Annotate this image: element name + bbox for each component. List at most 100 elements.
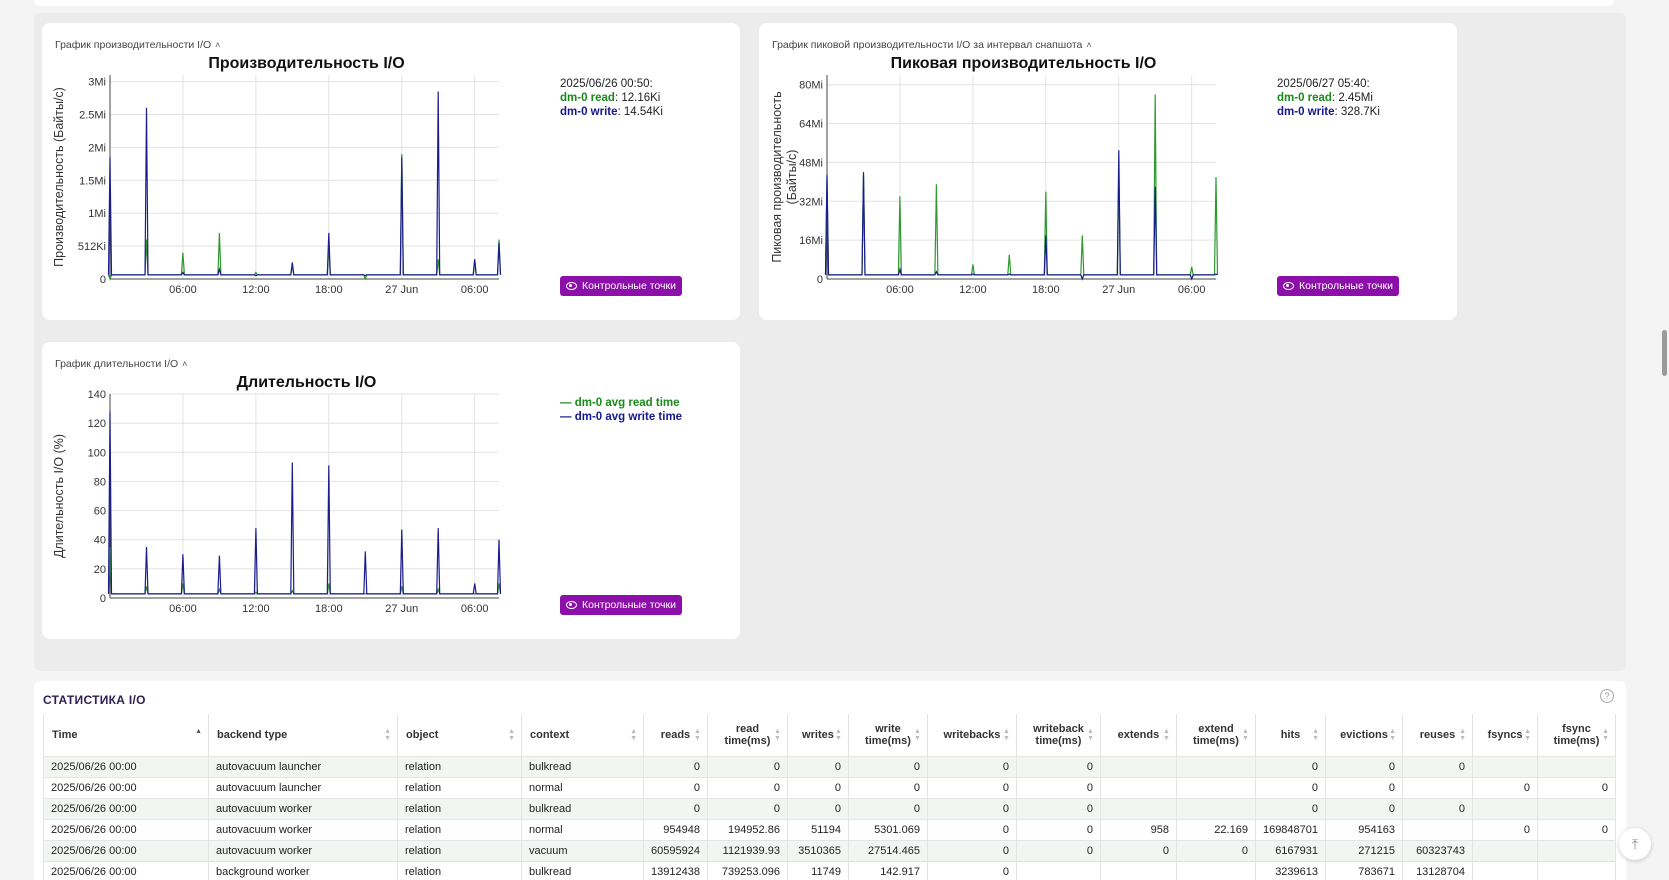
- table-cell: bulkread: [521, 797, 644, 820]
- table-cell: [1472, 839, 1539, 862]
- sort-icon: ▲ ▼: [1389, 727, 1397, 742]
- table-cell: bulkread: [521, 755, 644, 778]
- legend-value-read: : 2.45Mi: [1331, 92, 1373, 104]
- io-peak-toggle[interactable]: График пиковой производительности I/O за…: [772, 39, 1092, 51]
- table-cell: 27514.465: [847, 839, 928, 862]
- column-header[interactable]: Time ▲: [43, 714, 209, 757]
- column-header-label: hits: [1280, 728, 1301, 741]
- column-header[interactable]: writeback time(ms) ▲ ▼: [1015, 714, 1101, 757]
- io-stats-panel: СТАТИСТИКА I/O ? Time ▲ backend type ▲ ▼ obj…: [34, 681, 1626, 880]
- y-tick-label: 0: [100, 593, 106, 605]
- table-row: 2025/06/26 00:00 autovacuum launcher relat…: [43, 776, 1617, 799]
- column-header[interactable]: reads ▲ ▼: [643, 714, 708, 757]
- table-cell: 0: [1472, 776, 1539, 799]
- chart-title: Производительность I/O: [208, 55, 404, 72]
- series-line-read: [107, 546, 502, 595]
- table-cell: autovacuum worker: [208, 797, 398, 820]
- table-cell: [1402, 776, 1474, 799]
- table-cell: 194952.86: [706, 818, 788, 841]
- column-header[interactable]: backend type ▲ ▼: [208, 714, 398, 757]
- x-tick-label: 06:00: [1178, 284, 1206, 296]
- table-cell: 13912438: [643, 860, 708, 880]
- table-cell: 0: [1015, 755, 1101, 778]
- chart-title: Пиковая производительность I/O: [891, 55, 1157, 72]
- x-tick-label: 18:00: [315, 284, 343, 296]
- column-header[interactable]: object ▲ ▼: [397, 714, 522, 757]
- table-cell: [1537, 839, 1617, 862]
- column-header[interactable]: extends ▲ ▼: [1099, 714, 1177, 757]
- column-header[interactable]: write time(ms) ▲ ▼: [847, 714, 928, 757]
- y-tick-label: 60: [94, 506, 106, 518]
- checkpoints-button-label: Контрольные точки: [582, 599, 676, 611]
- x-tick-label: 27 Jun: [385, 603, 418, 615]
- column-header[interactable]: writebacks ▲ ▼: [926, 714, 1017, 757]
- x-tick-label: 12:00: [959, 284, 987, 296]
- table-cell: 0: [643, 797, 708, 820]
- table-cell: 783671: [1325, 860, 1404, 880]
- table-cell: [1402, 818, 1474, 841]
- table-cell: 60595924: [643, 839, 708, 862]
- column-header[interactable]: fsync time(ms) ▲ ▼: [1537, 714, 1617, 757]
- table-cell: 0: [1402, 755, 1474, 778]
- column-header[interactable]: fsyncs ▲ ▼: [1472, 714, 1539, 757]
- column-header[interactable]: context ▲ ▼: [521, 714, 644, 757]
- legend-value-read: : 12.16Ki: [614, 92, 661, 104]
- table-cell: 0: [926, 776, 1017, 799]
- table-cell: normal: [521, 776, 644, 799]
- charts-panel: График производительности I/O ˄ Производ…: [34, 13, 1626, 671]
- help-icon[interactable]: ?: [1600, 689, 1614, 703]
- table-cell: 0: [847, 797, 928, 820]
- io-performance-toggle[interactable]: График производительности I/O ˄: [55, 39, 220, 51]
- io-duration-chart: Длительность I/O Длительность I/O (%) 0 20 4…: [52, 374, 502, 615]
- column-header[interactable]: extend time(ms) ▲ ▼: [1175, 714, 1256, 757]
- table-cell: relation: [397, 755, 522, 778]
- table-cell: relation: [397, 839, 522, 862]
- table-cell: 0: [926, 860, 1017, 880]
- table-cell: [1472, 860, 1539, 880]
- table-cell: 6167931: [1254, 839, 1327, 862]
- table-cell: [1537, 860, 1617, 880]
- checkpoints-button[interactable]: Контрольные точки: [560, 595, 682, 615]
- table-cell: [1472, 797, 1539, 820]
- legend-value-write: : 328.7Ki: [1334, 106, 1380, 118]
- column-header[interactable]: writes ▲ ▼: [786, 714, 849, 757]
- table-cell: autovacuum launcher: [208, 755, 398, 778]
- table-cell: 2025/06/26 00:00: [43, 755, 209, 778]
- y-tick-label: 1.5Mi: [79, 175, 106, 187]
- checkpoints-button[interactable]: Контрольные точки: [1277, 276, 1399, 296]
- page-scrollbar[interactable]: [1662, 330, 1667, 376]
- table-cell: 0: [786, 797, 849, 820]
- column-header[interactable]: evictions ▲ ▼: [1325, 714, 1404, 757]
- io-duration-toggle[interactable]: График длительности I/O ˄: [55, 358, 187, 370]
- y-tick-label: 512Ki: [78, 241, 106, 253]
- table-cell: 954948: [643, 818, 708, 841]
- table-cell: [1175, 860, 1256, 880]
- checkpoints-button[interactable]: Контрольные точки: [560, 276, 682, 296]
- arrow-up-icon: ⤒: [1631, 835, 1639, 852]
- column-header[interactable]: reuses ▲ ▼: [1402, 714, 1474, 757]
- x-tick-label: 12:00: [242, 603, 270, 615]
- table-cell: 0: [1472, 818, 1539, 841]
- column-header[interactable]: hits ▲ ▼: [1254, 714, 1327, 757]
- sort-icon: ▲ ▼: [914, 727, 921, 742]
- table-row: 2025/06/26 00:00 autovacuum worker relatio…: [43, 818, 1617, 841]
- y-tick-label: 0: [100, 274, 106, 286]
- table-cell: 0: [1325, 755, 1404, 778]
- column-header[interactable]: read time(ms) ▲ ▼: [706, 714, 788, 757]
- legend-line-write: —: [560, 411, 572, 423]
- y-tick-label: 100: [88, 447, 106, 459]
- legend-series-write: dm-0 avg write time: [574, 411, 683, 423]
- x-tick-label: 18:00: [1032, 284, 1060, 296]
- section-label: График длительности I/O: [55, 358, 179, 370]
- table-cell: 0: [1175, 839, 1256, 862]
- column-header-label: writes: [802, 728, 834, 741]
- table-cell: 0: [1015, 776, 1101, 799]
- column-header-label: object: [406, 728, 439, 741]
- sort-icon: ▲ ▼: [1003, 727, 1010, 742]
- table-cell: normal: [521, 818, 644, 841]
- sort-icon: ▲ ▼: [630, 727, 637, 742]
- scroll-to-top-button[interactable]: ⤒: [1619, 828, 1651, 860]
- table-cell: relation: [397, 818, 522, 841]
- chevron-up-icon: ˄: [1086, 40, 1092, 50]
- chart-legend: 2025/06/27 05:40: dm-0 read: 2.45Mi dm-0…: [1277, 77, 1380, 119]
